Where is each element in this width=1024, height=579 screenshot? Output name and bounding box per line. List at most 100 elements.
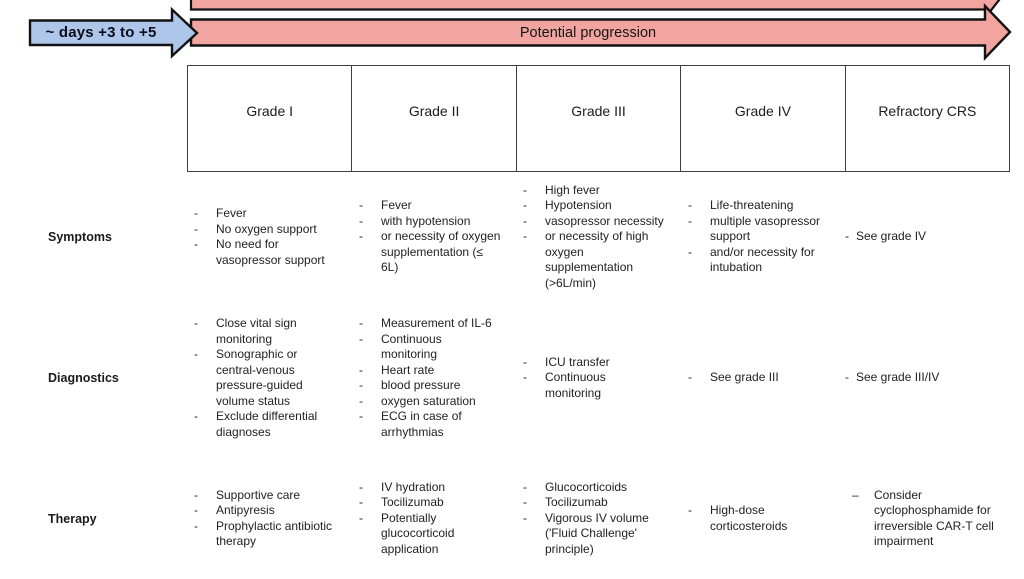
bullet-marker: -	[194, 347, 198, 361]
grade-header-2: Grade II	[351, 66, 515, 171]
bullet-text: Hypotension	[545, 198, 612, 213]
bullet-marker: -	[359, 331, 363, 346]
bullet-text: No need for vasopressor support	[216, 237, 325, 267]
bullet-marker: -	[523, 354, 527, 369]
bullet-marker: -	[688, 370, 692, 385]
bullet-text: Fever	[216, 206, 247, 220]
bullet-text: ECG in case of arrhythmias	[381, 409, 462, 439]
grade-header-4: Grade IV	[680, 66, 844, 171]
bullet-item: - Glucocorticoids	[523, 480, 627, 496]
phase-arrow-label: ~ days +3 to +5	[45, 24, 157, 41]
bullet-text: vasopressor necessity	[545, 213, 664, 228]
bullet-item: - Supportive care	[194, 488, 300, 504]
bullet-text: ICU transfer	[545, 354, 610, 369]
bullet-marker: -	[688, 198, 692, 213]
bullet-text: Supportive care	[216, 487, 301, 502]
bullet-item: - Heart rate	[359, 363, 434, 379]
bullet-text: Tocilizumab	[381, 495, 444, 510]
bullet-item: - Measurement of IL-6	[359, 316, 492, 332]
progression-arrow	[189, 3, 1012, 61]
table-cell: - Measurement of IL-6 - Continuous monitori…	[352, 298, 516, 458]
bullet-text: See grade III/IV	[856, 370, 940, 385]
bullet-text: High fever	[545, 182, 600, 197]
grade-header-row: Grade I Grade II Grade III Grade IV Refr…	[187, 65, 1010, 172]
table-cell: - See grade IV	[845, 176, 1010, 298]
bullet-text: IV hydration	[381, 479, 446, 494]
bullet-text: Antipyresis	[216, 503, 275, 517]
bullet-marker: -	[523, 370, 527, 385]
bullet-marker: -	[523, 213, 527, 228]
bullet-item: - Close vital sign monitoring	[194, 316, 297, 347]
bullet-text: and/or necessity for intubation	[710, 244, 815, 275]
bullet-item: - High fever	[523, 183, 600, 199]
bullet-marker: -	[359, 198, 363, 213]
bullet-text: Life-threatening	[710, 198, 794, 213]
bullet-item: - Tocilizumab	[359, 495, 444, 511]
bullet-marker: -	[359, 213, 363, 228]
table-cell: - High-dose corticosteroids	[681, 458, 845, 579]
bullet-marker: -	[194, 206, 198, 220]
bullet-marker: -	[359, 409, 363, 423]
bullet-item: - multiple vasopressor support	[688, 214, 820, 245]
table-cell: - Fever - No oxygen support - No need for vas…	[187, 176, 352, 298]
bullet-text: Potentially glucocorticoid application	[381, 510, 455, 556]
bullet-marker: -	[523, 495, 527, 510]
table-cell: - IV hydration - Tocilizumab - Potentially gl…	[352, 458, 516, 579]
bullet-text: No oxygen support	[216, 221, 317, 236]
table-cell: - Close vital sign monitoring - Sonographic…	[187, 298, 352, 458]
bullet-text: Measurement of IL-6	[381, 316, 492, 330]
bullet-item: - Tocilizumab	[523, 495, 608, 511]
bullet-item: - ECG in case of arrhythmias	[359, 409, 462, 440]
bullet-marker: -	[359, 378, 363, 392]
table-cell: - Life-threatening - multiple vasopressor s…	[681, 176, 845, 298]
bullet-item: - vasopressor necessity	[523, 214, 664, 230]
bullet-text: or necessity of high oxygen supplementat…	[545, 229, 649, 290]
table-body: Symptoms - Fever - No oxygen support - No need…	[0, 176, 1010, 579]
bullet-marker: -	[194, 316, 198, 330]
bullet-item: - See grade III	[688, 370, 779, 386]
bullet-marker: -	[194, 237, 198, 251]
bullet-text: Vigorous IV volume ('Fluid Challenge' pr…	[545, 510, 649, 556]
bullet-marker: -	[359, 316, 363, 330]
bullet-item: - No need for vasopressor support	[194, 237, 325, 268]
bullet-text: oxygen saturation	[381, 393, 476, 408]
grade-header-1: Grade I	[246, 103, 294, 119]
bullet-marker: -	[194, 503, 198, 517]
bullet-item: - High-dose corticosteroids	[688, 503, 787, 534]
bullet-item: - Potentially glucocorticoid application	[359, 511, 454, 558]
row-label: Diagnostics	[48, 371, 119, 385]
bullet-item: - Prophylactic antibiotic therapy	[194, 519, 332, 550]
bullet-text: High-dose corticosteroids	[710, 503, 788, 533]
grade-header-3: Grade III	[515, 66, 680, 171]
bullet-marker: -	[194, 409, 198, 423]
bullet-text: Consider cyclophosphamide for irreversib…	[874, 487, 994, 549]
bullet-item: - Sonographic or central-venous pressure-…	[194, 347, 303, 409]
bullet-marker: -	[523, 479, 527, 494]
bullet-marker: -	[194, 221, 198, 236]
bullet-marker: -	[845, 229, 849, 244]
bullet-item: - with hypotension	[359, 214, 470, 230]
bullet-marker: -	[194, 487, 198, 502]
bullet-marker: -	[688, 213, 692, 228]
bullet-item: – Consider cyclophosphamide for irreversi…	[852, 488, 994, 550]
table-cell: – Consider cyclophosphamide for irreversi…	[845, 458, 1010, 579]
bullet-text: Fever	[381, 198, 412, 213]
bullet-item: - IV hydration	[359, 480, 445, 496]
bullet-item: - No oxygen support	[194, 222, 317, 238]
table-cell: - High fever - Hypotension - vasopressor nece…	[516, 176, 681, 298]
bullet-text: Tocilizumab	[545, 495, 608, 510]
bullet-marker: -	[523, 182, 527, 197]
bullet-marker: -	[523, 510, 527, 525]
bullet-marker: -	[523, 229, 527, 244]
bullet-text: Heart rate	[381, 362, 435, 377]
bullet-text: Continuous monitoring	[545, 370, 606, 400]
bullet-item: - Continuous monitoring	[523, 370, 606, 401]
table-cell: - Glucocorticoids - Tocilizumab - Vigorous IV…	[516, 458, 681, 579]
bullet-item: - oxygen saturation	[359, 394, 476, 410]
bullet-item: - ICU transfer	[523, 355, 610, 371]
table-cell: - ICU transfer - Continuous monitoring	[516, 298, 681, 458]
bullet-item: - Hypotension	[523, 198, 612, 214]
bullet-item: - Fever	[194, 206, 247, 222]
bullet-text: multiple vasopressor support	[710, 213, 821, 244]
bullet-item: - Exclude differential diagnoses	[194, 409, 317, 440]
